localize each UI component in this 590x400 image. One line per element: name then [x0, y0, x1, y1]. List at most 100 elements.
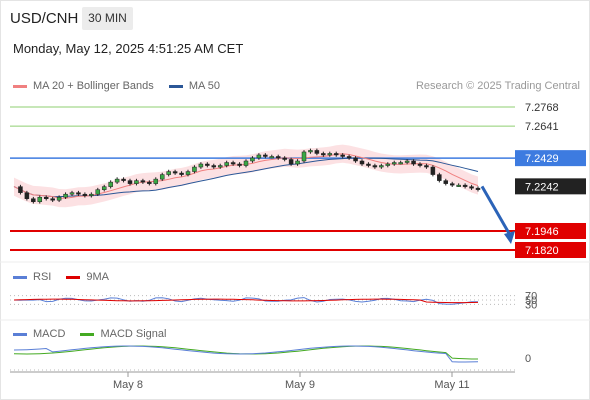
legend-label-macd: MACD [33, 328, 66, 340]
interval-button[interactable]: 30 MIN [82, 7, 133, 30]
candle-body [56, 196, 62, 201]
legend-swatch-9ma [66, 275, 81, 279]
candle-body [333, 153, 339, 156]
candle-body [372, 165, 378, 168]
candle-body [385, 163, 391, 166]
candle-body [205, 163, 210, 166]
candle-body [288, 159, 294, 165]
level-label-resistance: 7.2641 [525, 121, 559, 133]
candle-body [89, 193, 94, 196]
rsi-line [13, 297, 478, 305]
level-label-last-price: 7.2242 [525, 181, 559, 193]
legend-swatch-macd-signal [80, 332, 95, 336]
candle-body [185, 171, 191, 175]
macd-signal-line [13, 345, 478, 360]
main-legend: MA 20 + Bollinger Bands MA 50 [13, 80, 220, 92]
candle-body [217, 165, 223, 168]
candle-body [449, 183, 455, 186]
candle-body [456, 184, 461, 187]
candle-body [198, 163, 204, 168]
candle-body [430, 166, 436, 175]
timestamp: Monday, May 12, 2025 4:51:25 AM CET [13, 41, 244, 56]
level-label-pivot: 7.2429 [525, 153, 559, 165]
candle-body [159, 174, 165, 180]
candle-body [18, 186, 23, 193]
candle-body [256, 154, 262, 159]
forecast-arrow-line [480, 185, 512, 236]
candle-body [437, 174, 442, 181]
candle-body [250, 157, 255, 162]
candle-body [269, 156, 275, 159]
macd-legend: MACD MACD Signal [13, 328, 166, 340]
candle-body [353, 157, 358, 162]
candle-body [295, 160, 300, 165]
rsi-9ma-line [13, 298, 479, 304]
candle-body [379, 165, 384, 168]
candle-body [211, 165, 217, 168]
symbol-title: USD/CNH [10, 10, 79, 27]
legend-swatch-ma50 [168, 84, 183, 88]
candle-body [140, 180, 146, 183]
credit-text: Research © 2025 Trading Central [415, 80, 580, 92]
legend-label-ma20: MA 20 + Bollinger Bands [33, 80, 154, 92]
level-label-support: 7.1820 [525, 245, 559, 257]
candle-body [263, 154, 268, 157]
candle-body [166, 171, 171, 175]
level-label-bg [515, 178, 586, 195]
candle-body [192, 166, 197, 172]
rsi-level-label: 70 [525, 291, 537, 303]
candle-body [76, 192, 81, 195]
candle-body [63, 193, 68, 198]
x-tick-label: May 9 [285, 379, 315, 391]
candle-body [37, 196, 43, 202]
candle-body [321, 153, 326, 156]
x-tick-label: May 8 [113, 379, 143, 391]
legend-swatch-rsi [13, 275, 27, 279]
candle-body [243, 160, 249, 166]
candle-body [179, 172, 184, 175]
legend-swatch-macd [13, 332, 27, 336]
level-label-bg [515, 222, 586, 239]
legend-label-9ma: 9MA [86, 271, 110, 283]
candle-body [224, 162, 229, 166]
chart-header: USD/CNH 30 MIN [0, 0, 590, 36]
candle-body [469, 186, 474, 189]
x-tick-label: May 11 [434, 379, 469, 391]
candle-body [404, 160, 410, 163]
candle-body [153, 178, 159, 184]
candle-body [101, 186, 107, 190]
level-label-support: 7.1946 [525, 226, 559, 238]
candle-body [301, 151, 307, 162]
candle-body [359, 160, 365, 165]
candle-body [121, 178, 126, 181]
candle-body [230, 162, 236, 165]
candle-body [314, 150, 320, 154]
candle-body [443, 180, 449, 184]
legend-label-rsi: RSI [33, 271, 52, 283]
candle-body [50, 198, 55, 201]
candle-body [391, 162, 397, 165]
level-label-bg [515, 242, 586, 258]
candle-body [475, 187, 481, 190]
macd-line [13, 345, 479, 363]
legend-swatch-ma20 [13, 84, 27, 88]
candle-body [82, 193, 88, 196]
legend-label-ma50: MA 50 [188, 80, 221, 92]
candle-body [95, 189, 101, 195]
candle-body [24, 192, 30, 199]
candle-body [147, 181, 152, 184]
candle-body [275, 156, 281, 159]
rsi-level-label: 50 [525, 295, 537, 307]
candle-body [172, 171, 178, 174]
level-label-resistance: 7.2768 [525, 102, 559, 114]
candle-body [327, 153, 333, 156]
rsi-legend: RSI 9MA [13, 271, 109, 283]
level-label-bg [515, 150, 586, 167]
candle-body [108, 181, 113, 187]
candle-body [127, 180, 133, 184]
rsi-level-label: 30 [525, 299, 537, 311]
candle-body [366, 163, 371, 166]
macd-zero-label: 0 [525, 353, 531, 365]
candle-body [424, 165, 429, 168]
